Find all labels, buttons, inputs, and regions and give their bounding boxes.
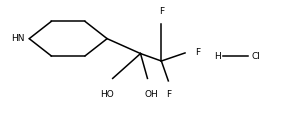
Text: H: H (214, 52, 220, 61)
Text: OH: OH (145, 90, 158, 99)
Text: HN: HN (11, 34, 25, 43)
Text: F: F (195, 48, 200, 57)
Text: F: F (166, 90, 171, 99)
Text: HO: HO (100, 90, 114, 99)
Text: Cl: Cl (251, 52, 260, 61)
Text: F: F (159, 7, 164, 16)
